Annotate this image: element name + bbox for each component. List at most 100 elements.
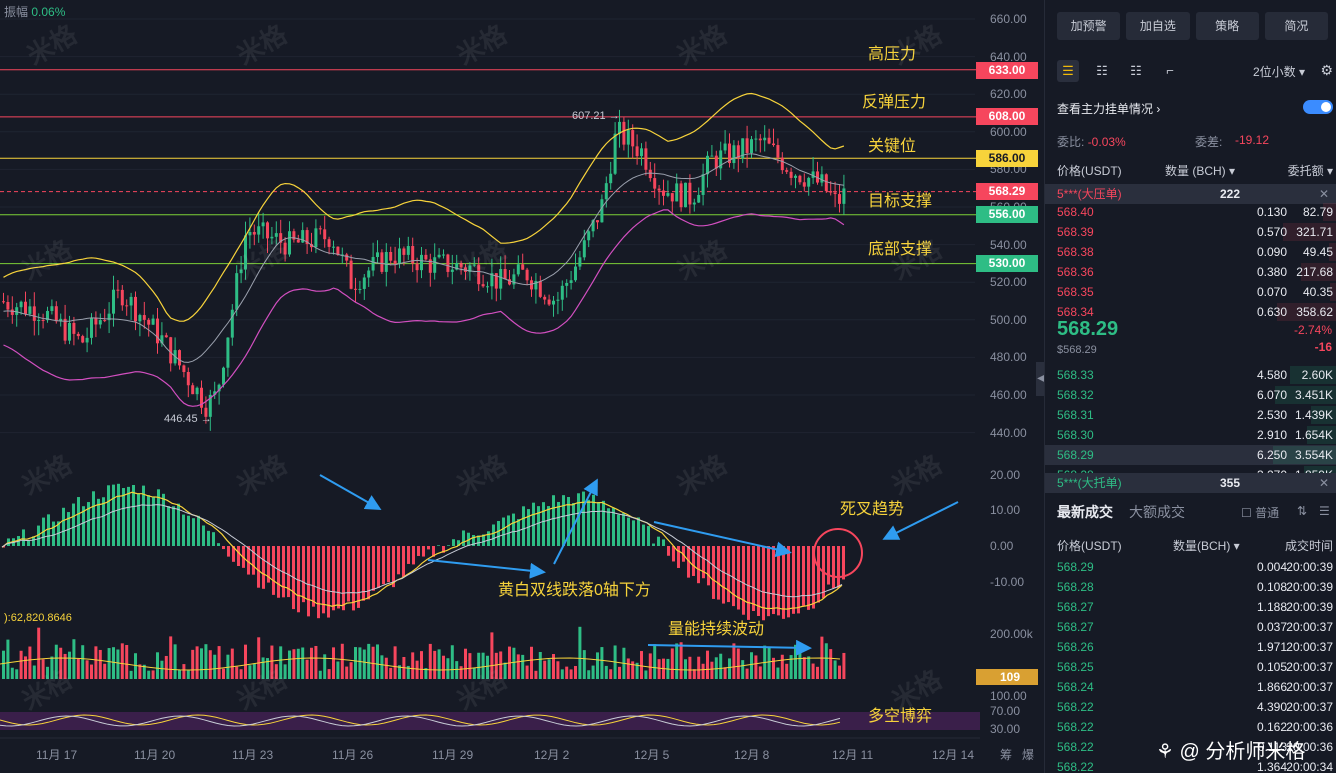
y-axis-label: 440.00 — [990, 425, 1027, 440]
trade-price: 568.22 — [1057, 740, 1094, 754]
macd-axis-label: 10.00 — [990, 503, 1021, 517]
bid-row[interactable]: 568.31 2.530 1.439K — [1045, 405, 1336, 425]
annotation-arrow-5 — [647, 639, 812, 656]
ask-row[interactable]: 568.35 0.070 40.35 — [1045, 282, 1336, 302]
ask-qty: 0.090 — [1256, 245, 1287, 259]
orderbook-toolbar: ☰ ☷ ☷ ⌐ 2位小数 ▾ ⚙ — [1057, 60, 1333, 84]
big-sell-label: 5***(大压单) — [1057, 187, 1122, 201]
filter-icon[interactable]: ⇅ — [1297, 504, 1308, 518]
orderbook-depth-icon[interactable]: ⌐ — [1166, 63, 1174, 78]
ask-qty: 0.380 — [1256, 265, 1287, 279]
normal-checkbox[interactable]: ☐ 普通 — [1241, 506, 1280, 520]
ask-depth-bar — [1283, 223, 1336, 241]
trade-qty: 0.162 — [1256, 720, 1287, 734]
col-qty-header[interactable]: 数量 (BCH) ▾ — [1165, 164, 1236, 178]
big-sell-order-row[interactable]: 5***(大压单) 222 ✕ — [1045, 184, 1336, 204]
bid-total: 3.451K — [1294, 388, 1333, 402]
x-axis-label: 12月 8 — [734, 748, 770, 762]
bid-total: 3.554K — [1294, 448, 1333, 462]
orderbook-header: 价格(USDT) 数量 (BCH) ▾ 委托额 ▾ — [1057, 162, 1333, 178]
x-axis-label: 11月 17 — [36, 748, 78, 762]
ratio-row: 委比: -0.03% 委差: -19.12 — [1057, 133, 1333, 149]
ask-row[interactable]: 568.36 0.380 217.68 — [1045, 262, 1336, 282]
volume-axis-label: 200.00k — [990, 627, 1033, 641]
death-cross-circle — [813, 528, 863, 578]
col-total-header[interactable]: 委托额 ▾ — [1287, 164, 1333, 178]
ask-price: 568.34 — [1057, 305, 1094, 319]
panel-top-buttons: 加预警 加自选 策略 简况 — [1045, 0, 1336, 40]
annotation-long-short: 多空博弈 — [868, 708, 933, 725]
ask-row[interactable]: 568.34 0.630 358.62 — [1045, 302, 1336, 322]
ask-depth-bar — [1323, 203, 1336, 221]
diff-label: 委差: — [1195, 135, 1223, 149]
bid-row[interactable]: 568.29 6.250 3.554K — [1045, 445, 1336, 465]
ask-qty: 0.130 — [1256, 205, 1287, 219]
main-orders-toggle[interactable] — [1303, 100, 1333, 114]
ask-row[interactable]: 568.38 0.090 49.45 — [1045, 242, 1336, 262]
amplitude-readout: 振幅 0.06% — [4, 3, 65, 20]
ask-row[interactable]: 568.40 0.130 82.79 — [1045, 202, 1336, 222]
bid-depth-bar — [1274, 386, 1336, 404]
ratio-label: 委比: — [1057, 135, 1085, 149]
annotation-volume-note: 量能持续波动 — [668, 621, 765, 638]
trade-qty: 0.037 — [1256, 620, 1287, 634]
bid-total: 1.654K — [1294, 428, 1333, 442]
trade-price: 568.27 — [1057, 620, 1094, 634]
close-icon[interactable]: ✕ — [1318, 476, 1329, 490]
main-orders-label[interactable]: 查看主力挂单情况 — [1057, 102, 1154, 116]
chevron-right-icon: › — [1153, 102, 1161, 116]
add-alert-button[interactable]: 加预警 — [1057, 12, 1121, 40]
panel-collapse-button[interactable]: ◀ — [1036, 362, 1046, 396]
macd-histogram — [2, 483, 845, 621]
x-axis-extra-explode[interactable]: 爆 — [1022, 748, 1035, 762]
bid-total: 2.60K — [1301, 368, 1333, 382]
big-buy-order-row[interactable]: 5***(大托单) 355 ✕ — [1045, 473, 1336, 493]
x-axis-extra-chips[interactable]: 筹 — [1000, 748, 1013, 762]
high-price-label: 607.21 → — [572, 110, 620, 122]
trade-time: 20:00:37 — [1286, 680, 1333, 694]
boll-upper-line — [3, 92, 845, 322]
ratio-value: -0.03% — [1087, 135, 1126, 149]
overview-button[interactable]: 简况 — [1264, 12, 1328, 40]
last-price-usd: $568.29 — [1057, 344, 1097, 356]
bid-row[interactable]: 568.32 6.070 3.451K — [1045, 385, 1336, 405]
trade-row: 568.22 0.162 20:00:36 — [1045, 717, 1336, 737]
trade-col-qty[interactable]: 数量(BCH) ▾ — [1173, 539, 1240, 553]
add-watchlist-button[interactable]: 加自选 — [1126, 12, 1190, 40]
bid-price: 568.30 — [1057, 428, 1094, 442]
orderbook-both-icon[interactable]: ☰ — [1057, 60, 1079, 82]
last-price: 568.29 — [1057, 318, 1119, 340]
tab-large-trades[interactable]: 大额成交 — [1129, 504, 1185, 520]
menu-icon[interactable]: ☰ — [1319, 504, 1330, 518]
ask-total: 49.45 — [1302, 245, 1333, 259]
bid-row[interactable]: 568.33 4.580 2.60K — [1045, 365, 1336, 385]
trade-col-time: 成交时间 — [1284, 539, 1333, 553]
settings-gear-icon[interactable]: ⚙ — [1320, 62, 1333, 78]
ask-depth-bar — [1330, 283, 1336, 301]
bid-row[interactable]: 568.30 2.910 1.654K — [1045, 425, 1336, 445]
trade-price: 568.27 — [1057, 600, 1094, 614]
strategy-button[interactable]: 策略 — [1195, 12, 1259, 40]
bid-qty: 6.250 — [1256, 448, 1287, 462]
orderbook-bids-icon[interactable]: ☷ — [1096, 63, 1108, 78]
trade-price: 568.22 — [1057, 700, 1094, 714]
ask-total: 321.71 — [1296, 225, 1333, 239]
trade-row: 568.22 0.113 20:00:36 — [1045, 737, 1336, 757]
ask-depth-bar — [1328, 243, 1336, 261]
macd-axis-label: 20.00 — [990, 468, 1021, 482]
ask-qty: 0.070 — [1256, 285, 1287, 299]
annotation-target-support: 目标支撑 — [868, 193, 933, 210]
trade-row: 568.27 0.037 20:00:37 — [1045, 617, 1336, 637]
trade-price: 568.28 — [1057, 580, 1094, 594]
close-icon[interactable]: ✕ — [1318, 187, 1329, 201]
trade-price: 568.22 — [1057, 760, 1094, 773]
volume-axis-label: 30.00 — [990, 722, 1021, 736]
kline-chart-svg[interactable] — [0, 0, 1044, 773]
tab-latest-trades[interactable]: 最新成交 — [1057, 504, 1113, 520]
kline-chart-area[interactable]: 振幅 0.06% 660.00 640.00 620.00 600.00 580.00 5… — [0, 0, 1142, 773]
ask-row[interactable]: 568.39 0.570 321.71 — [1045, 222, 1336, 242]
precision-select[interactable]: 2位小数 ▾ — [1252, 65, 1305, 79]
long-short-line-b — [0, 715, 841, 727]
orderbook-asks-icon[interactable]: ☷ — [1130, 63, 1142, 78]
bid-qty: 2.910 — [1256, 428, 1287, 442]
